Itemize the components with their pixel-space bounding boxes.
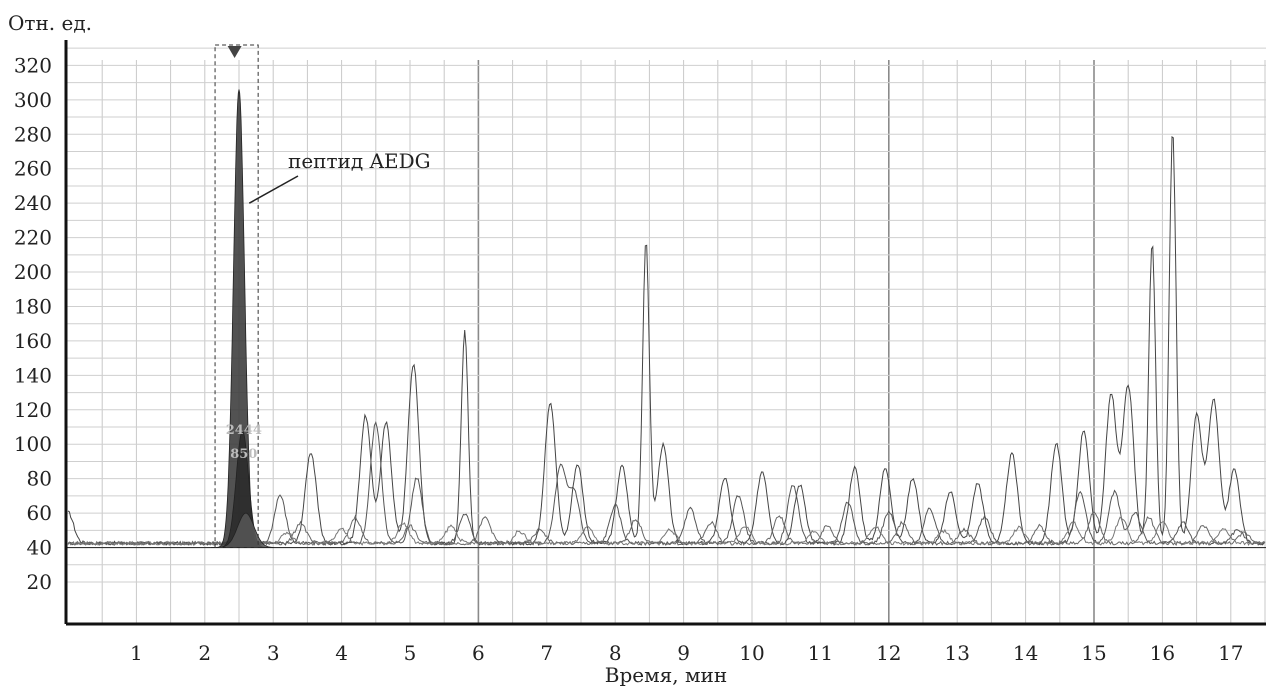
y-tick-label: 80 (27, 467, 52, 491)
y-tick-label: 320 (14, 53, 52, 77)
x-tick-label: 5 (404, 641, 417, 665)
x-tick-label: 9 (677, 641, 690, 665)
y-tick-label: 100 (14, 432, 52, 456)
y-tick-label: 220 (14, 226, 52, 250)
x-tick-label: 13 (944, 641, 969, 665)
y-tick-label: 260 (14, 157, 52, 181)
y-tick-label: 160 (14, 329, 52, 353)
y-tick-label: 120 (14, 398, 52, 422)
x-tick-label: 10 (739, 641, 764, 665)
x-tick-label: 15 (1081, 641, 1106, 665)
series-line (67, 135, 1266, 547)
peak-count-label: 2444 (226, 423, 262, 438)
series-layer (66, 135, 1266, 549)
x-tick-label: 11 (808, 641, 833, 665)
x-tick-label: 1 (130, 641, 143, 665)
y-tick-label: 20 (27, 570, 52, 594)
series-line (67, 516, 1266, 547)
y-tick-label: 240 (14, 191, 52, 215)
y-tick-label: 140 (14, 363, 52, 387)
x-tick-label: 17 (1218, 641, 1243, 665)
x-tick-label: 6 (472, 641, 485, 665)
x-axis-title: Время, мин (605, 663, 727, 687)
x-tick-label: 7 (540, 641, 553, 665)
filled-peak (218, 512, 274, 548)
axes (64, 40, 1266, 626)
peak-count-label: 850 (230, 447, 257, 462)
selection-window (214, 44, 259, 549)
x-tick-label: 2 (198, 641, 211, 665)
peptide-annotation: пептид AEDG (288, 149, 431, 173)
y-tick-label: 200 (14, 260, 52, 284)
annotation-layer: пептид AEDG 2444 850 (214, 44, 431, 549)
y-tick-label: 280 (14, 122, 52, 146)
x-tick-label: 14 (1013, 641, 1038, 665)
y-tick-label: 60 (27, 501, 52, 525)
series-line (67, 421, 1266, 547)
x-tick-label: 3 (267, 641, 280, 665)
y-tick-label: 40 (27, 536, 52, 560)
x-tick-label: 12 (876, 641, 901, 665)
y-axis-title: Отн. ед. (8, 11, 92, 35)
x-tick-label: 4 (335, 641, 348, 665)
y-tick-label: 180 (14, 294, 52, 318)
annotation-leader-line (248, 175, 299, 204)
x-tick-label: 16 (1150, 641, 1175, 665)
highlighted-peak (210, 89, 274, 548)
x-tick-label: 8 (609, 641, 622, 665)
tick-labels: 20 40 60 80 100 120 140 160 180 200 220 240 260 280 30… (14, 53, 1244, 665)
y-tick-label: 300 (14, 88, 52, 112)
selection-marker-icon (227, 46, 242, 58)
